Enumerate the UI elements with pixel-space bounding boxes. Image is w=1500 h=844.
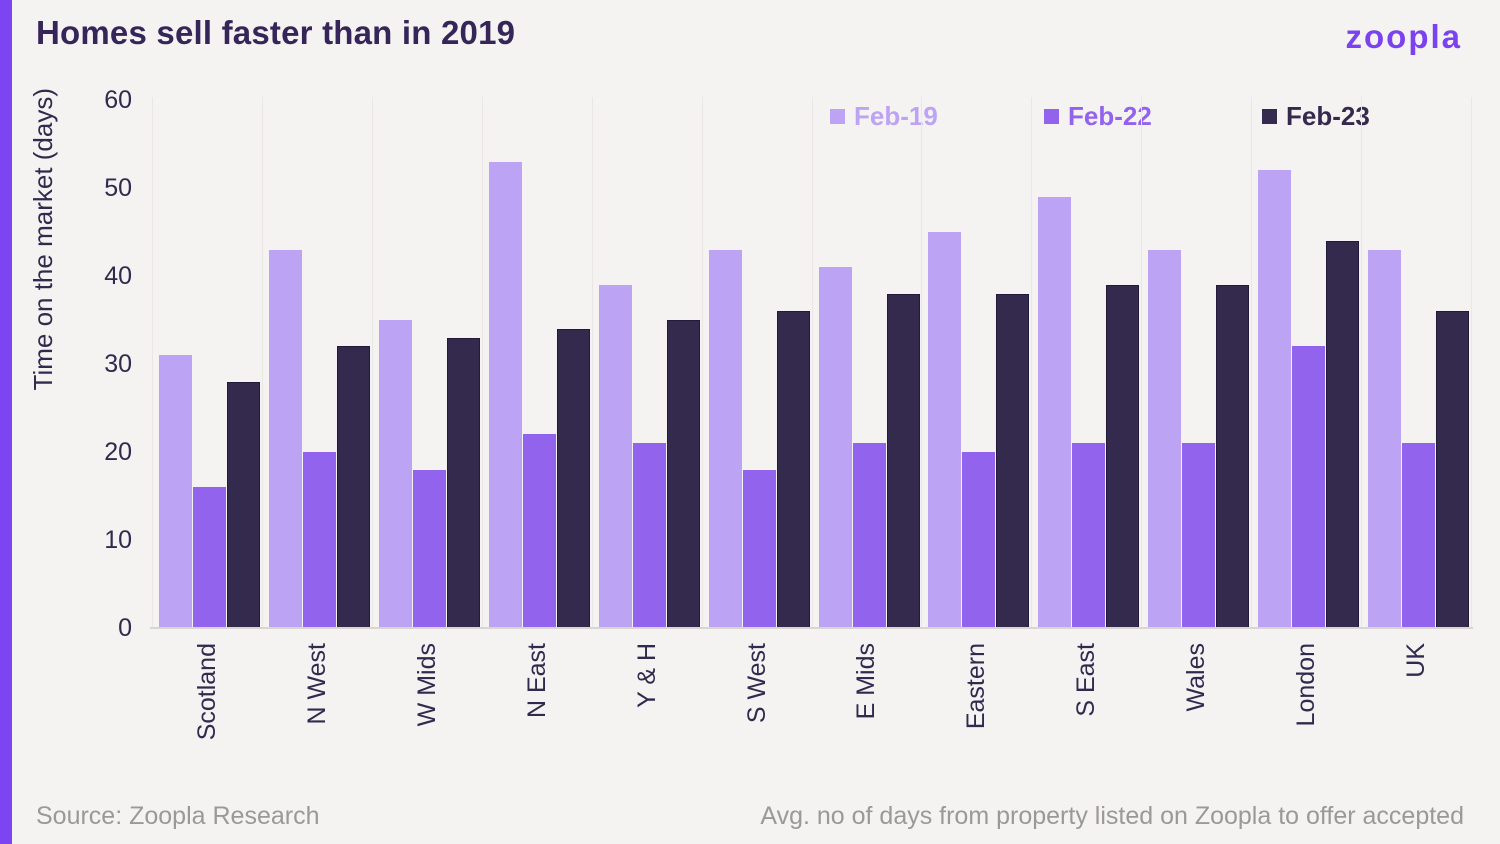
legend-item-feb-23: Feb-23 (1262, 101, 1370, 132)
bar-feb-22-w-mids (412, 469, 446, 628)
bar-feb-19-n-east (488, 161, 522, 628)
bar-feb-23-london (1326, 240, 1360, 628)
gridline (811, 97, 813, 628)
bar-feb-23-uk (1436, 311, 1470, 628)
bar-feb-22-london (1292, 346, 1326, 628)
x-axis-label-s-west: S West (742, 643, 771, 724)
bar-feb-22-uk (1402, 443, 1436, 628)
methodology-note: Avg. no of days from property listed on … (760, 802, 1464, 830)
gridline (701, 97, 703, 628)
bar-feb-22-eastern (962, 452, 996, 628)
bar-feb-22-s-east (1072, 443, 1106, 628)
bar-feb-19-london (1258, 170, 1292, 628)
bar-feb-22-wales (1182, 443, 1216, 628)
gridline (481, 97, 483, 628)
bar-feb-22-e-mids (852, 443, 886, 628)
bar-feb-23-n-west (336, 346, 370, 628)
y-tick-label-30: 30 (104, 350, 132, 378)
gridline (1031, 97, 1033, 628)
x-axis-label-w-mids: W Mids (412, 643, 441, 727)
x-axis-label-n-west: N West (302, 643, 331, 725)
bar-feb-19-scotland (159, 355, 192, 628)
bar-feb-23-wales (1216, 284, 1250, 628)
x-axis-label-eastern: Eastern (962, 643, 991, 730)
gridline (1251, 97, 1253, 628)
bar-feb-22-n-west (302, 452, 336, 628)
x-axis-label-y-h: Y & H (632, 643, 661, 708)
legend-label-feb-22: Feb-22 (1068, 101, 1152, 131)
x-axis-label-n-east: N East (522, 643, 551, 719)
gridline (1471, 97, 1472, 628)
y-tick-label-0: 0 (118, 614, 132, 642)
source-note: Source: Zoopla Research (36, 802, 320, 830)
bar-feb-22-y-h (632, 443, 666, 628)
y-tick-label-40: 40 (104, 262, 132, 290)
legend-swatch-feb-22 (1044, 109, 1059, 124)
gridline (371, 97, 373, 628)
bar-feb-19-w-mids (378, 320, 412, 628)
gridline (921, 97, 923, 628)
bar-feb-23-y-h (666, 320, 700, 628)
bar-feb-23-scotland (227, 381, 260, 628)
gridline (1141, 97, 1143, 628)
chart-title: Homes sell faster than in 2019 (36, 14, 516, 51)
y-tick-label-50: 50 (104, 174, 132, 202)
bar-feb-19-eastern (928, 232, 962, 628)
x-axis-label-scotland: Scotland (192, 643, 221, 741)
bar-feb-23-n-east (556, 328, 590, 628)
bar-feb-19-n-west (268, 249, 302, 628)
x-axis-label-uk: UK (1402, 643, 1431, 678)
x-axis-label-e-mids: E Mids (852, 643, 881, 720)
y-tick-label-10: 10 (104, 526, 132, 554)
accent-stripe (0, 0, 12, 844)
bar-feb-19-uk (1368, 249, 1402, 628)
legend-swatch-feb-23 (1262, 109, 1277, 124)
y-tick-label-20: 20 (104, 438, 132, 466)
bar-feb-22-scotland (193, 487, 226, 628)
gridline (1361, 97, 1363, 628)
legend-item-feb-22: Feb-22 (1044, 101, 1152, 132)
zoopla-logo: zoopla (1345, 18, 1462, 55)
bar-feb-19-s-east (1038, 196, 1072, 628)
legend-swatch-feb-19 (830, 109, 845, 124)
bar-feb-19-e-mids (818, 267, 852, 628)
gridline (261, 97, 263, 628)
y-axis-title: Time on the market (days) (28, 88, 58, 391)
x-axis-label-wales: Wales (1182, 643, 1211, 712)
bar-feb-23-eastern (996, 293, 1030, 628)
x-axis-line (150, 627, 1473, 629)
legend-label-feb-19: Feb-19 (854, 101, 938, 131)
bar-feb-23-e-mids (886, 293, 920, 628)
bar-feb-19-wales (1148, 249, 1182, 628)
legend-item-feb-19: Feb-19 (830, 101, 938, 132)
x-axis-label-s-east: S East (1072, 643, 1101, 717)
legend-label-feb-23: Feb-23 (1286, 101, 1370, 131)
gridline (591, 97, 593, 628)
bar-feb-23-s-east (1106, 284, 1140, 628)
bar-feb-23-s-west (776, 311, 810, 628)
bar-feb-22-n-east (522, 434, 556, 628)
gridline (152, 97, 153, 628)
x-axis-label-london: London (1292, 643, 1321, 727)
y-tick-label-60: 60 (104, 86, 132, 114)
bar-feb-19-y-h (598, 284, 632, 628)
bar-feb-19-s-west (708, 249, 742, 628)
bar-feb-22-s-west (742, 469, 776, 628)
bar-feb-23-w-mids (446, 337, 480, 628)
